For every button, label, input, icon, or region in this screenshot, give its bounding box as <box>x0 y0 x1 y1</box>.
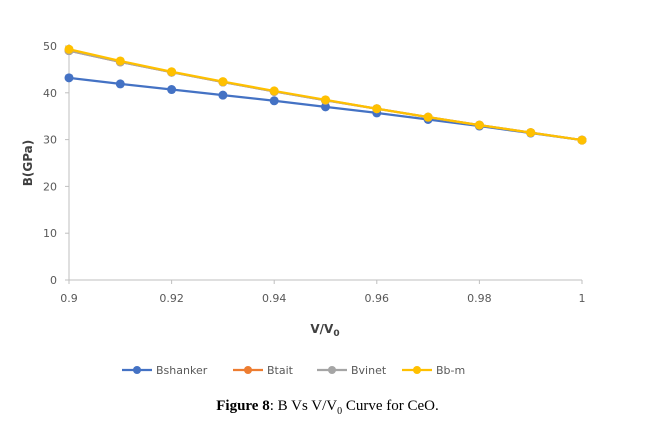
axes <box>65 44 583 284</box>
y-tick-label: 30 <box>43 134 57 147</box>
x-axis-title: V/V0 <box>310 322 339 339</box>
data-point-bshanker <box>269 96 279 106</box>
legend-marker-bshanker <box>133 366 141 374</box>
legend-item-btait: Btait <box>233 364 294 377</box>
legend-marker-bb-m <box>413 366 421 374</box>
legend-item-bb-m: Bb-m <box>402 364 465 377</box>
data-point-bshanker <box>115 79 125 89</box>
y-tick-label: 50 <box>43 40 57 53</box>
x-tick-label: 1 <box>579 292 586 305</box>
data-point-bb-m <box>474 120 484 130</box>
data-point-bb-m <box>167 67 177 77</box>
legend-label-bvinet: Bvinet <box>351 364 387 377</box>
x-tick-label: 0.96 <box>365 292 390 305</box>
data-point-bshanker <box>218 90 228 100</box>
legend-label-btait: Btait <box>267 364 294 377</box>
data-point-bshanker <box>167 85 177 95</box>
y-tick-label: 0 <box>50 274 57 287</box>
data-point-bb-m <box>372 104 382 114</box>
caption-label: Figure 8 <box>216 398 270 414</box>
data-point-bshanker <box>321 102 330 112</box>
data-point-bb-m <box>115 56 125 66</box>
data-point-bshanker <box>64 73 74 83</box>
legend-marker-btait <box>244 366 252 374</box>
data-point-bb-m <box>423 112 433 122</box>
data-point-bb-m <box>526 128 536 138</box>
x-tick-label: 0.98 <box>467 292 492 305</box>
legend-item-bshanker: Bshanker <box>122 364 208 377</box>
series-bshanker <box>64 73 587 145</box>
legend-item-bvinet: Bvinet <box>317 364 387 377</box>
figure-caption: Figure 8: B Vs V/V0 Curve for CeO. <box>216 398 439 417</box>
tick-labels: 0 10 20 30 40 50 0.9 0.92 0.94 0.96 0.98 1 <box>43 40 586 305</box>
data-point-bb-m <box>577 135 587 145</box>
data-point-bb-m <box>321 95 330 105</box>
legend: Bshanker Btait Bvinet Bb-m <box>122 364 465 377</box>
legend-label-bb-m: Bb-m <box>436 364 465 377</box>
series-line-bb-m <box>68 48 583 142</box>
y-axis-title: B(GPa) <box>21 140 35 187</box>
y-tick-label: 10 <box>43 227 57 240</box>
data-point-bb-m <box>269 86 279 96</box>
series-group <box>64 44 587 145</box>
x-tick-label: 0.94 <box>262 292 287 305</box>
series-bb-m <box>64 44 587 145</box>
legend-label-bshanker: Bshanker <box>156 364 208 377</box>
y-tick-label: 40 <box>43 87 57 100</box>
data-point-bb-m <box>64 44 74 54</box>
legend-marker-bvinet <box>328 366 336 374</box>
data-point-bb-m <box>218 77 228 87</box>
chart: 0 10 20 30 40 50 0.9 0.92 0.94 0.96 0.98 1 V/V0 B(G… <box>21 40 587 377</box>
x-tick-label: 0.9 <box>60 292 78 305</box>
y-tick-label: 20 <box>43 180 57 193</box>
x-tick-label: 0.92 <box>159 292 184 305</box>
